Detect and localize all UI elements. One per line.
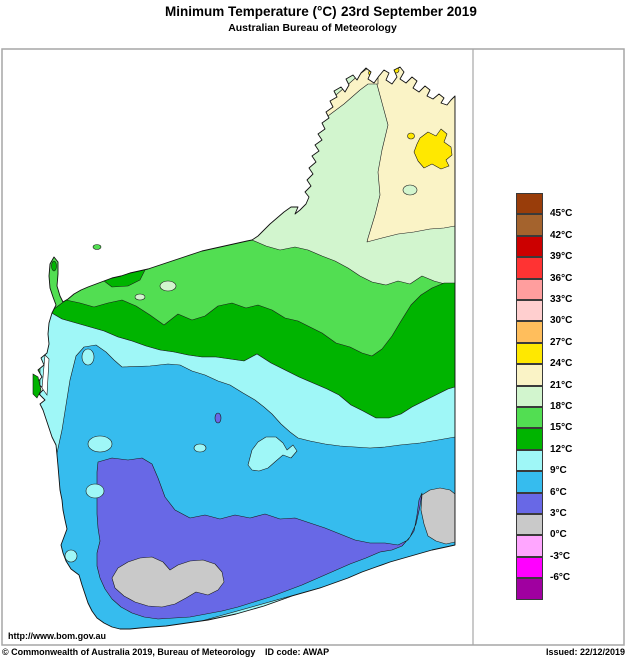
band-9-12-pocket3 [85,483,105,499]
band-9-12-pocket4 [193,443,207,453]
band-12-15-exmouth-tip [51,260,57,272]
band-24-27-blob [413,128,453,170]
legend-label: 30°C [550,315,573,327]
legend-block [516,449,543,472]
legend-block [516,214,543,236]
band-24-27-dot [407,132,415,140]
band-12-15-coast-dot [60,292,72,298]
legend-block [516,321,543,343]
legend-block [516,407,543,429]
legend-block [516,278,543,300]
legend-label: 33°C [550,294,573,305]
legend-label: 21°C [550,379,573,391]
band-3-6-dot [214,412,222,424]
band-18-21-island [402,184,418,196]
legend-block [516,342,543,365]
shark-bay-inlet [41,354,50,396]
legend-block [516,193,543,215]
band-9-12-cape-pocket [64,549,78,563]
legend-label: 12°C [550,443,573,455]
legend-label: 3°C [550,508,567,519]
copyright-text: © Commonwealth of Australia 2019, Bureau… [2,647,256,657]
legend-block [516,492,543,514]
band-0-3-south [111,556,225,608]
legend-block [516,257,543,279]
map-frame [1,48,625,646]
legend-label: 45°C [550,208,573,220]
page-title: Minimum Temperature (°C) [165,4,337,19]
band-18-21-island2 [159,280,177,292]
legend-block [516,514,543,536]
legend-label: 6°C [550,486,567,498]
shark-bay-island [32,373,42,399]
band-0-3-southeast [420,487,455,545]
legend-label: 36°C [550,272,573,284]
legend-block [516,428,543,450]
page-date: 23rd September 2019 [341,4,477,19]
id-code-text: ID code: AWAP [265,647,330,657]
band-9-12-hook [247,436,298,472]
legend-block [516,300,543,322]
band-18-21-island3 [134,293,146,301]
legend-label: 27°C [550,336,573,348]
legend-label: 15°C [550,422,573,434]
legend-block [516,471,543,493]
legend-label: 18°C [550,401,573,412]
legend-block [516,578,543,600]
legend-label: 39°C [550,251,573,263]
legend-label: 24°C [550,358,573,370]
legend-block [516,235,543,258]
band-21-24-interior [366,67,455,243]
legend-label: 42°C [550,229,573,241]
legend-label: 0°C [550,529,567,541]
legend-label: -3°C [550,550,571,562]
legend-block [516,535,543,557]
band-9-12-pocket1 [81,348,95,366]
page-subtitle: Australian Bureau of Meteorology [228,22,397,34]
legend-label: 9°C [550,465,567,477]
band-9-12-pocket2 [87,435,113,453]
legend-label: -6°C [550,572,571,584]
legend-block [516,556,543,579]
issued-text: Issued: 22/12/2019 [545,647,625,657]
coastline [36,66,456,630]
legend-block [516,385,543,407]
legend-block [516,364,543,386]
bom-url: http://www.bom.gov.au [8,631,106,641]
barrow-island [92,244,102,250]
